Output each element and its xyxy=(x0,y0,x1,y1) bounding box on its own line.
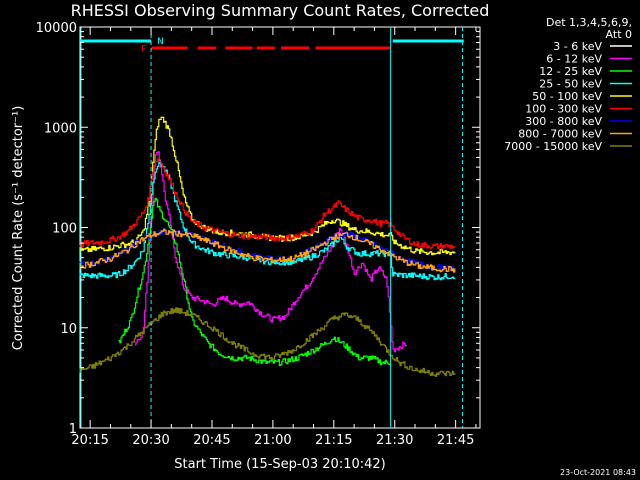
legend-header-0: Det 1,3,4,5,6,9, xyxy=(546,16,632,29)
series-line-5 xyxy=(79,158,456,250)
x-tick-label-4: 21:15 xyxy=(315,433,352,448)
x-tick-label-5: 21:30 xyxy=(376,433,413,448)
legend-entry-3: 25 - 50 keV xyxy=(539,78,602,91)
legend-entry-8: 7000 - 15000 keV xyxy=(504,140,602,153)
footer-date: 23-Oct-2021 08:43 xyxy=(560,468,636,477)
legend-entry-6: 300 - 800 keV xyxy=(525,115,602,128)
series-line-7 xyxy=(79,228,456,273)
night-label: N xyxy=(157,37,164,47)
legend-entry-2: 12 - 25 keV xyxy=(539,65,602,78)
y-tick-label-2: 100 xyxy=(52,222,77,237)
series-line-1 xyxy=(134,151,408,353)
y-tick-label-0: 1 xyxy=(69,422,77,437)
flare-label: F xyxy=(141,44,147,55)
y-axis-label: Corrected Count Rate (s⁻¹ detector⁻¹) xyxy=(11,106,26,351)
x-tick-label-0: 20:15 xyxy=(71,433,108,448)
y-tick-label-3: 1000 xyxy=(44,121,77,136)
legend-entry-1: 6 - 12 keV xyxy=(546,53,602,66)
y-tick-label-1: 10 xyxy=(60,322,77,337)
legend-header-1: Att 0 xyxy=(606,28,632,41)
legend-entry-0: 3 - 6 keV xyxy=(553,40,602,53)
axes-layer: 20:15 20:30 20:45 21:00 21:15 21:30 21:45 1 10 10… xyxy=(36,21,480,448)
x-tick-label-2: 20:45 xyxy=(193,433,230,448)
series-line-8 xyxy=(79,307,456,377)
series-layer xyxy=(79,116,456,399)
x-axis-label: Start Time (15-Sep-03 20:10:42) xyxy=(174,457,385,472)
x-tick-label-1: 20:30 xyxy=(132,433,169,448)
legend-entry-4: 50 - 100 keV xyxy=(532,90,602,103)
legend-entry-7: 800 - 7000 keV xyxy=(518,128,602,141)
legend-entry-5: 100 - 300 keV xyxy=(525,103,602,116)
series-line-2 xyxy=(118,197,391,367)
y-tick-label-4: 10000 xyxy=(36,21,77,36)
chart-title: RHESSI Observing Summary Count Rates, Co… xyxy=(71,1,490,20)
x-tick-label-6: 21:45 xyxy=(437,433,474,448)
x-tick-label-3: 21:00 xyxy=(254,433,291,448)
series-line-4 xyxy=(79,116,456,256)
